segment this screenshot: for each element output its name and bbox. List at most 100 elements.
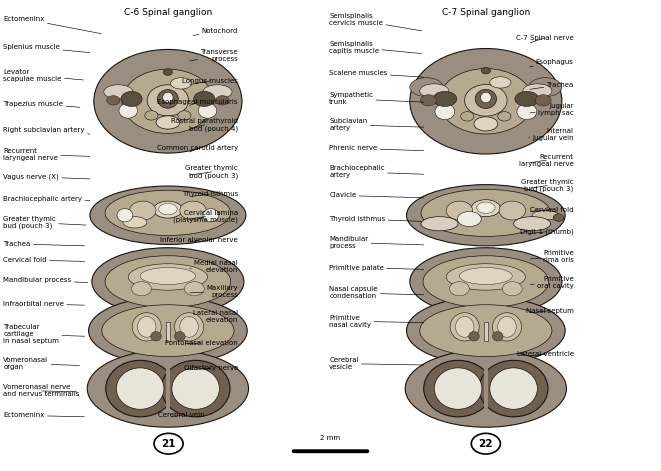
Ellipse shape [107, 96, 120, 105]
Ellipse shape [498, 317, 516, 337]
Ellipse shape [465, 84, 507, 116]
Text: Longus muscles: Longus muscles [182, 78, 238, 84]
Ellipse shape [474, 117, 498, 131]
Text: Infraorbital nerve: Infraorbital nerve [3, 301, 85, 307]
Ellipse shape [151, 332, 161, 341]
Text: Semispinalis
cervicis muscle: Semispinalis cervicis muscle [329, 13, 422, 31]
Ellipse shape [455, 317, 474, 337]
Text: Common carotid artery: Common carotid artery [157, 146, 238, 152]
Ellipse shape [471, 200, 500, 217]
Ellipse shape [132, 282, 151, 296]
Text: Jugular
lymph sac: Jugular lymph sac [530, 103, 574, 116]
Ellipse shape [410, 248, 562, 316]
Text: Nasal septum: Nasal septum [526, 308, 574, 314]
Ellipse shape [439, 69, 533, 134]
Ellipse shape [529, 78, 562, 97]
Ellipse shape [481, 92, 491, 103]
Ellipse shape [90, 186, 246, 244]
Ellipse shape [420, 305, 552, 357]
Text: C-6 Spinal ganglion: C-6 Spinal ganglion [124, 8, 213, 17]
Text: Brachiocephalic artery: Brachiocephalic artery [3, 196, 90, 202]
Ellipse shape [105, 190, 231, 236]
Text: C-7 Spinal nerve: C-7 Spinal nerve [516, 35, 574, 43]
Ellipse shape [424, 360, 492, 417]
Ellipse shape [423, 256, 549, 308]
Ellipse shape [175, 332, 185, 341]
Text: Vagus nerve (X): Vagus nerve (X) [3, 173, 90, 180]
Ellipse shape [421, 189, 551, 236]
Text: Ectomeninx: Ectomeninx [3, 16, 101, 33]
Ellipse shape [450, 313, 479, 341]
Text: Transverse
process: Transverse process [190, 49, 238, 62]
Text: Greater thymic
bud (pouch 3): Greater thymic bud (pouch 3) [3, 216, 86, 229]
Ellipse shape [159, 203, 177, 215]
Ellipse shape [119, 103, 137, 118]
Ellipse shape [128, 264, 208, 290]
Ellipse shape [514, 217, 551, 231]
Text: 21: 21 [161, 439, 176, 449]
Ellipse shape [203, 209, 219, 222]
FancyBboxPatch shape [484, 322, 488, 341]
Ellipse shape [481, 67, 490, 74]
Ellipse shape [106, 360, 175, 417]
Ellipse shape [490, 77, 511, 88]
Ellipse shape [194, 91, 215, 106]
Ellipse shape [475, 89, 496, 108]
Ellipse shape [157, 89, 178, 108]
Ellipse shape [457, 211, 481, 227]
Ellipse shape [405, 350, 566, 427]
Text: Internal
jugular vein: Internal jugular vein [529, 128, 574, 141]
Ellipse shape [172, 368, 219, 409]
Text: Trabecular
cartilage
in nasal septum: Trabecular cartilage in nasal septum [3, 325, 85, 344]
Ellipse shape [410, 78, 443, 97]
Ellipse shape [535, 95, 551, 106]
Text: Greater thymic
bud (pouch 3): Greater thymic bud (pouch 3) [185, 165, 238, 179]
Text: Mandibular process: Mandibular process [3, 277, 88, 283]
Ellipse shape [105, 256, 231, 308]
Text: Olfactory nerve: Olfactory nerve [184, 365, 238, 371]
Ellipse shape [171, 78, 192, 89]
Text: Digit 1 (thumb): Digit 1 (thumb) [520, 228, 574, 235]
Ellipse shape [180, 317, 198, 337]
Text: Thyroid isthmus: Thyroid isthmus [182, 191, 238, 197]
Text: Primitive
rima oris: Primitive rima oris [530, 250, 574, 263]
Text: Clavicle: Clavicle [329, 193, 424, 198]
Text: Inferior alveolar nerve: Inferior alveolar nerve [160, 237, 238, 243]
Ellipse shape [499, 201, 525, 220]
Text: Ectomeninx: Ectomeninx [3, 413, 85, 418]
Ellipse shape [420, 95, 436, 106]
Ellipse shape [180, 201, 206, 220]
Ellipse shape [123, 217, 147, 228]
Ellipse shape [449, 282, 469, 296]
Text: Thyroid isthmus: Thyroid isthmus [329, 216, 422, 222]
Ellipse shape [104, 85, 133, 99]
Text: Lateral nasal
elevation: Lateral nasal elevation [190, 310, 238, 323]
Text: Primitive
nasal cavity: Primitive nasal cavity [329, 315, 424, 328]
Ellipse shape [163, 92, 173, 103]
Ellipse shape [89, 297, 247, 365]
Text: Vomeronasal
organ: Vomeronasal organ [3, 357, 79, 370]
Ellipse shape [184, 282, 204, 296]
Ellipse shape [477, 202, 495, 213]
Text: Trachea: Trachea [530, 82, 574, 89]
Text: Recurrent
laryngeal nerve: Recurrent laryngeal nerve [519, 154, 574, 167]
Ellipse shape [122, 69, 214, 133]
Ellipse shape [407, 297, 565, 365]
Ellipse shape [161, 360, 230, 417]
Text: Phrenic nerve: Phrenic nerve [329, 146, 424, 151]
FancyBboxPatch shape [166, 359, 170, 418]
Ellipse shape [145, 111, 158, 120]
Text: Mandibular
process: Mandibular process [329, 236, 424, 249]
Text: Levator
scapulae muscle: Levator scapulae muscle [3, 69, 83, 82]
Ellipse shape [459, 268, 512, 284]
Ellipse shape [469, 332, 479, 341]
Text: Splenius muscle: Splenius muscle [3, 44, 90, 53]
Ellipse shape [87, 350, 249, 427]
FancyBboxPatch shape [166, 322, 170, 341]
Text: Brachiocephalic
artery: Brachiocephalic artery [329, 165, 424, 179]
Ellipse shape [121, 91, 142, 106]
Ellipse shape [178, 111, 191, 120]
Ellipse shape [175, 313, 204, 341]
Text: Primitive
oral cavity: Primitive oral cavity [530, 276, 574, 289]
Ellipse shape [498, 112, 511, 121]
